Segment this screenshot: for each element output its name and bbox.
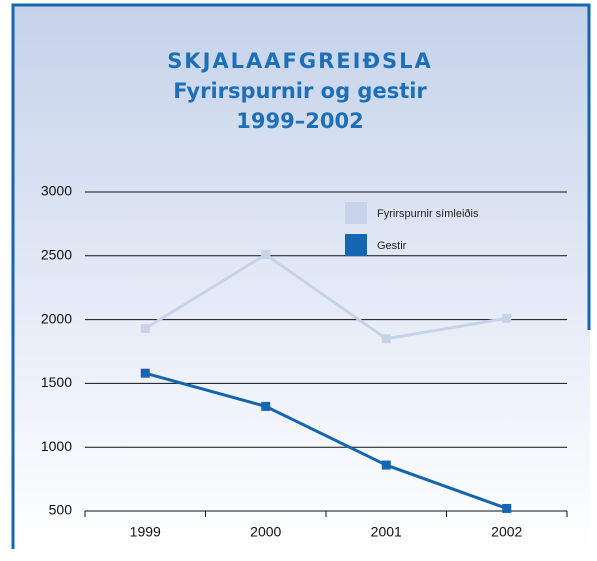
y-tick-label: 1500: [41, 374, 72, 390]
legend-label: Gestir: [377, 240, 407, 252]
x-tick-label: 1999: [130, 524, 161, 540]
series-line: [144, 252, 508, 341]
point: [381, 334, 391, 344]
point: [502, 313, 512, 323]
point: [140, 368, 150, 378]
x-tick-label: 2002: [491, 524, 522, 540]
y-tick-label: 2500: [41, 247, 72, 263]
panel: [12, 4, 590, 549]
y-tick-label: 3000: [41, 183, 72, 199]
legend-label: Fyrirspurnir símleiðis: [377, 208, 479, 220]
legend-swatch: [345, 202, 367, 224]
y-tick-label: 500: [49, 502, 73, 518]
legend-swatch: [345, 234, 367, 256]
chart-subtitle: Fyrirspurnir og gestir: [173, 79, 427, 103]
frame: [11, 3, 591, 549]
series-line: [144, 371, 508, 510]
chart-title: SKJALAAFGREIÐSLA: [167, 49, 433, 73]
y-tick-label: 2000: [41, 310, 72, 326]
chart-years: 1999–2002: [236, 109, 363, 133]
x-tick-label: 2000: [250, 524, 281, 540]
point: [502, 503, 512, 513]
point: [261, 250, 271, 260]
y-tick-label: 1000: [41, 438, 72, 454]
point: [261, 401, 271, 411]
x-tick-label: 2001: [371, 524, 402, 540]
point: [381, 460, 391, 470]
point: [140, 324, 150, 334]
